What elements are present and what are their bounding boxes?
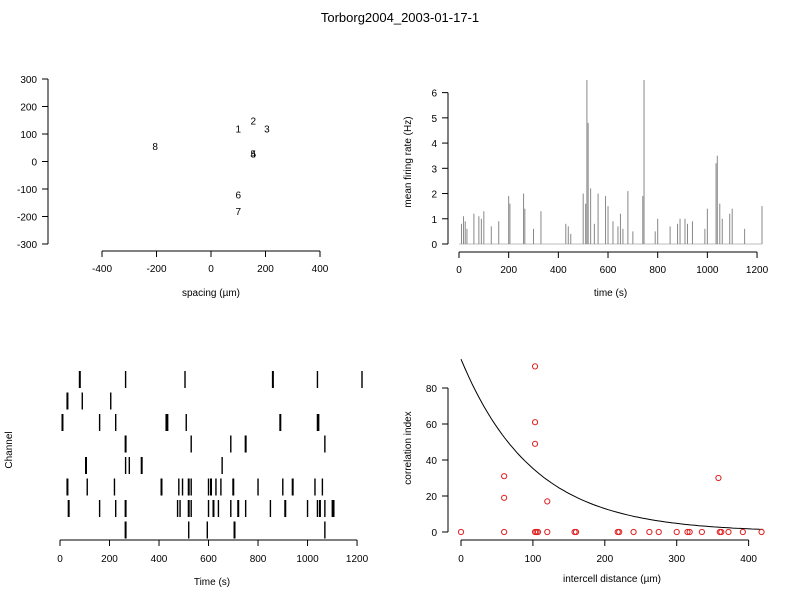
x-tick-label: 100 (525, 554, 542, 565)
data-point (501, 528, 508, 536)
data-point (616, 528, 623, 536)
x-tick-label: 800 (250, 554, 267, 565)
x-tick-label: 600 (200, 554, 217, 565)
data-point (531, 419, 539, 426)
y-tick-label: 6 (431, 89, 437, 100)
figure-title: Torborg2004_2003-01-17-1 (320, 10, 480, 25)
data-point (673, 528, 680, 536)
data-point (501, 473, 508, 480)
x-axis-label: intercell distance (µm) (563, 574, 661, 585)
y-tick-label: 300 (20, 75, 37, 86)
data-point (544, 498, 551, 505)
electrode-label: 5 (250, 149, 256, 160)
y-tick-label: 0 (431, 240, 437, 251)
electrode-layout-panel: -400 -200 0 200 400 spacing (µm) -300 -200 -100 0… (17, 75, 329, 299)
x-tick-label: -200 (146, 264, 166, 275)
data-point (501, 494, 508, 501)
y-tick-label: -300 (17, 240, 37, 251)
data-point (739, 528, 746, 536)
y-tick-label: -200 (17, 213, 37, 224)
x-tick-label: 1200 (346, 554, 369, 565)
y-tick-label: 1 (431, 215, 437, 226)
data-point (572, 528, 580, 536)
y-tick-label: 20 (426, 492, 438, 503)
x-tick-label: 1000 (696, 265, 719, 276)
y-tick-label: 100 (20, 130, 37, 141)
correlation-panel: 0 100 200 300 400 intercell distance (µm) 0 20 4… (403, 359, 765, 585)
y-tick-label: 200 (20, 103, 37, 114)
data-point (531, 440, 539, 447)
data-point (655, 528, 662, 536)
y-tick-label: 5 (431, 114, 437, 125)
x-tick-label: 0 (208, 264, 214, 275)
data-point (534, 528, 542, 536)
x-tick-label: 1000 (296, 554, 319, 565)
x-tick-label: 0 (57, 554, 63, 565)
data-point (725, 528, 732, 536)
electrode-label: 2 (250, 116, 256, 127)
data-point (715, 474, 722, 482)
y-tick-label: 40 (426, 456, 438, 467)
data-point (646, 528, 653, 536)
data-point (531, 363, 539, 370)
data-point (718, 528, 725, 536)
x-tick-label: 0 (458, 554, 464, 565)
firing-rate-panel: 0 200 400 600 800 1000 1200 time (s) 0 1 2 3 4 5 6 mean… (403, 80, 769, 299)
data-point (457, 528, 465, 536)
x-tick-label: 0 (456, 265, 462, 276)
data-point (698, 528, 705, 536)
electrode-label: 3 (264, 125, 270, 136)
x-axis-label: Time (s) (194, 577, 230, 588)
electrode-label: 4 (250, 149, 256, 160)
y-axis-label: mean firing rate (Hz) (403, 116, 414, 207)
x-tick-label: 1200 (746, 265, 769, 276)
y-tick-label: 2 (431, 190, 437, 201)
data-point (758, 528, 765, 536)
y-tick-label: 60 (426, 420, 438, 431)
x-tick-label: -400 (92, 264, 112, 275)
data-point (544, 528, 551, 536)
x-axis-label: time (s) (594, 288, 627, 299)
electrode-label: 6 (235, 191, 241, 202)
electrode-label: 8 (152, 142, 158, 153)
x-tick-label: 200 (101, 554, 118, 565)
y-tick-label: -100 (17, 185, 37, 196)
data-point (686, 528, 693, 536)
x-tick-label: 400 (312, 264, 329, 275)
x-tick-label: 200 (596, 554, 613, 565)
spike-raster-panel: 0 200 400 600 800 1000 1200 Time (s) Channel (4, 371, 369, 588)
y-tick-label: 80 (426, 384, 438, 395)
x-tick-label: 200 (500, 265, 517, 276)
y-tick-label: 0 (431, 528, 437, 539)
x-axis-label: spacing (µm) (182, 288, 240, 299)
x-tick-label: 400 (740, 554, 757, 565)
y-tick-label: 0 (31, 158, 37, 169)
x-tick-label: 800 (649, 265, 666, 276)
electrode-label: 7 (235, 207, 241, 218)
y-axis-label: correlation index (403, 411, 414, 484)
data-point (630, 528, 637, 536)
y-tick-label: 3 (431, 164, 437, 175)
x-tick-label: 400 (550, 265, 567, 276)
x-tick-label: 600 (600, 265, 617, 276)
electrode-label: 1 (235, 125, 241, 136)
y-tick-label: 4 (431, 139, 437, 150)
data-point (684, 528, 691, 536)
y-axis-label: Channel (4, 431, 15, 468)
x-tick-label: 200 (257, 264, 274, 275)
fit-curve (460, 359, 764, 530)
x-tick-label: 400 (151, 554, 168, 565)
x-tick-label: 300 (668, 554, 685, 565)
